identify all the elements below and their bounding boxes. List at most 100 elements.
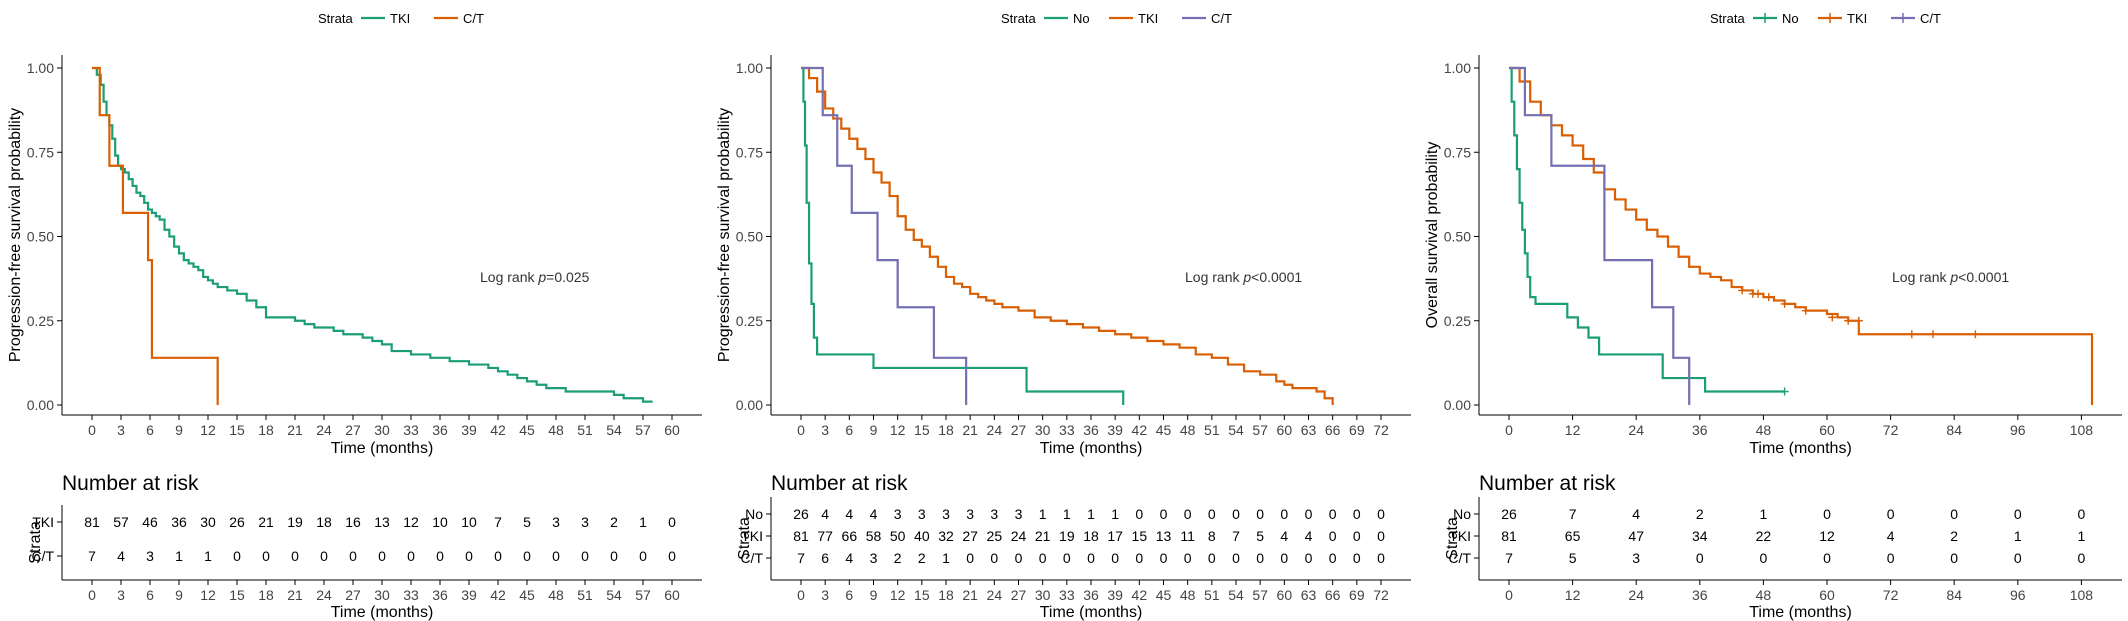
risk-cell: 0 xyxy=(1087,550,1095,566)
risk-x-tick-label-8: 24 xyxy=(987,587,1003,603)
censor-mark-1-8 xyxy=(1854,316,1863,325)
risk-x-tick-label-24: 72 xyxy=(1373,587,1389,603)
annot-p: p xyxy=(1242,269,1251,285)
legend-censor-mark-1 xyxy=(1825,13,1835,23)
risk-cell: 0 xyxy=(1232,506,1240,522)
risk-cell: 0 xyxy=(1111,550,1119,566)
x-tick-label-10: 30 xyxy=(374,422,390,438)
risk-x-tick-label-7: 84 xyxy=(1946,587,1962,603)
risk-cell: 0 xyxy=(262,548,270,564)
x-tick-label-14: 42 xyxy=(490,422,506,438)
x-tick-label-6: 18 xyxy=(938,422,954,438)
risk-cell: 58 xyxy=(866,528,882,544)
risk-cell: 12 xyxy=(1819,528,1835,544)
risk-cell: 36 xyxy=(171,514,187,530)
x-tick-label-20: 60 xyxy=(664,422,680,438)
annot-prefix: Log rank xyxy=(1185,269,1243,285)
x-tick-label-24: 72 xyxy=(1373,422,1389,438)
risk-x-tick-label-10: 30 xyxy=(1035,587,1051,603)
risk-cell: 0 xyxy=(1135,550,1143,566)
risk-cell: 4 xyxy=(1632,506,1640,522)
risk-cell: 0 xyxy=(1256,550,1264,566)
risk-cell: 19 xyxy=(287,514,303,530)
x-tick-label-5: 15 xyxy=(229,422,245,438)
legend-label-0: No xyxy=(1073,11,1090,26)
risk-cell: 26 xyxy=(229,514,245,530)
x-tick-label-15: 45 xyxy=(519,422,535,438)
risk-cell: 5 xyxy=(1569,550,1577,566)
risk-strata-label: Strata xyxy=(1444,517,1461,560)
risk-x-tick-label-15: 45 xyxy=(519,587,535,603)
risk-cell: 4 xyxy=(845,550,853,566)
risk-strata-label: Strata xyxy=(27,521,44,564)
risk-cell: 0 xyxy=(320,548,328,564)
risk-row-label-1: TKI xyxy=(741,528,763,544)
risk-cell: 0 xyxy=(1353,506,1361,522)
risk-x-tick-label-16: 48 xyxy=(1180,587,1196,603)
y-tick-label-1: 0.25 xyxy=(1444,313,1471,329)
annot-prefix: Log rank xyxy=(1892,269,1950,285)
risk-cell: 13 xyxy=(1156,528,1172,544)
risk-cell: 0 xyxy=(407,548,415,564)
risk-cell: 0 xyxy=(1208,506,1216,522)
x-tick-label-0: 0 xyxy=(797,422,805,438)
risk-x-tick-label-3: 9 xyxy=(175,587,183,603)
risk-x-axis-title: Time (months) xyxy=(331,604,434,621)
risk-cell: 0 xyxy=(1329,528,1337,544)
x-tick-label-20: 60 xyxy=(1277,422,1293,438)
risk-cell: 0 xyxy=(1232,550,1240,566)
risk-cell: 0 xyxy=(233,548,241,564)
risk-x-tick-label-19: 57 xyxy=(1252,587,1268,603)
risk-x-tick-label-7: 21 xyxy=(962,587,978,603)
risk-x-tick-label-6: 18 xyxy=(938,587,954,603)
annot-prefix: Log rank xyxy=(480,269,538,285)
risk-cell: 4 xyxy=(870,506,878,522)
risk-x-tick-label-15: 45 xyxy=(1156,587,1172,603)
risk-cell: 3 xyxy=(581,514,589,530)
x-tick-label-11: 33 xyxy=(403,422,419,438)
x-tick-label-7: 21 xyxy=(287,422,303,438)
x-tick-label-19: 57 xyxy=(1252,422,1268,438)
censor-mark-1-6 xyxy=(1828,313,1837,322)
risk-x-tick-label-0: 0 xyxy=(797,587,805,603)
risk-cell: 0 xyxy=(291,548,299,564)
risk-x-tick-label-11: 33 xyxy=(403,587,419,603)
risk-cell: 0 xyxy=(1823,506,1831,522)
risk-cell: 0 xyxy=(1353,550,1361,566)
x-tick-label-3: 9 xyxy=(870,422,878,438)
risk-cell: 0 xyxy=(1329,506,1337,522)
x-tick-label-7: 84 xyxy=(1946,422,1962,438)
risk-x-tick-label-2: 24 xyxy=(1628,587,1644,603)
risk-cell: 3 xyxy=(870,550,878,566)
risk-cell: 1 xyxy=(1087,506,1095,522)
legend-label-2: C/T xyxy=(1920,11,1941,26)
y-axis-title: Progression-free survival probability xyxy=(7,108,24,362)
risk-cell: 0 xyxy=(1280,506,1288,522)
risk-cell: 81 xyxy=(84,514,100,530)
risk-cell: 4 xyxy=(1305,528,1313,544)
axes: 0.000.250.500.751.000 3 6 9 12 15 18 21 24 27 30 33… xyxy=(7,55,702,457)
risk-cell: 19 xyxy=(1059,528,1075,544)
risk-cell: 0 xyxy=(494,548,502,564)
risk-cell: 10 xyxy=(461,514,477,530)
risk-cell: 4 xyxy=(1280,528,1288,544)
risk-x-tick-label-0: 0 xyxy=(88,587,96,603)
risk-row-label-1: C/T xyxy=(31,548,54,564)
x-axis-title: Time (months) xyxy=(1749,440,1852,457)
risk-cell: 30 xyxy=(200,514,216,530)
x-tick-label-5: 60 xyxy=(1819,422,1835,438)
risk-cell: 1 xyxy=(204,548,212,564)
legend-label-1: TKI xyxy=(1138,11,1158,26)
risk-x-axis-title: Time (months) xyxy=(1040,604,1143,621)
risk-cell: 1 xyxy=(1760,506,1768,522)
risk-x-tick-label-8: 96 xyxy=(2010,587,2026,603)
km-curve-TKI xyxy=(1509,66,2094,405)
y-tick-label-1: 0.25 xyxy=(27,313,54,329)
risk-cell: 0 xyxy=(990,550,998,566)
risk-cell: 0 xyxy=(378,548,386,564)
risk-cell: 18 xyxy=(1083,528,1099,544)
censor-mark-1-7 xyxy=(1844,316,1853,325)
risk-cell: 50 xyxy=(890,528,906,544)
risk-x-tick-label-21: 63 xyxy=(1301,587,1317,603)
risk-cell: 18 xyxy=(316,514,332,530)
